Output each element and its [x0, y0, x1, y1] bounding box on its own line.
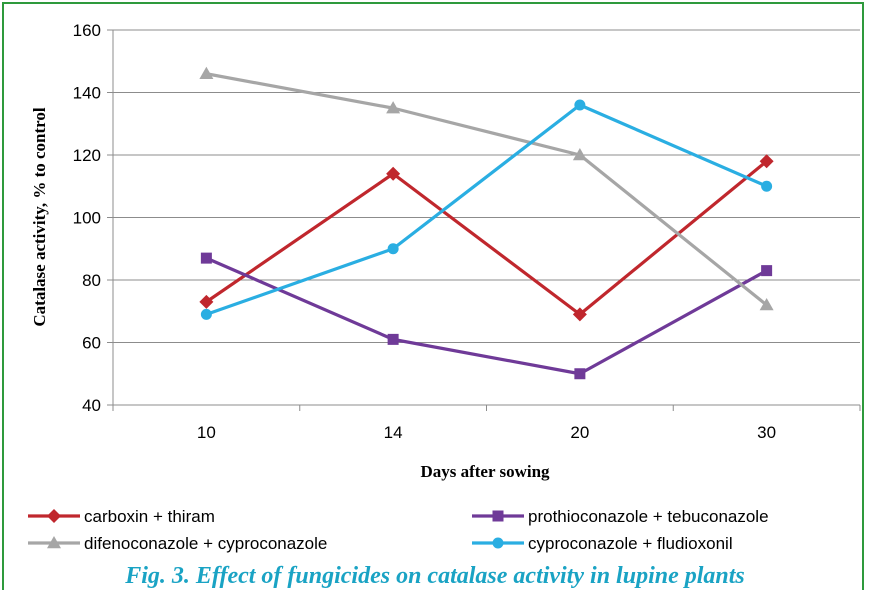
- legend-swatch-marker: [492, 510, 504, 522]
- data-point: [387, 333, 399, 345]
- line-chart: 40 60 80 100 120 140 160 10 14 20 30 Catalase act…: [28, 21, 861, 553]
- series-group: [199, 66, 774, 380]
- data-point: [574, 368, 586, 380]
- data-point: [574, 99, 586, 111]
- data-point: [200, 252, 212, 264]
- y-tick-label: 160: [73, 21, 101, 40]
- legend-label: cyproconazole + fludioxonil: [528, 534, 733, 553]
- y-tick-label: 140: [73, 84, 101, 103]
- x-tick-labels: 10 14 20 30: [197, 423, 776, 442]
- legend-label: difenoconazole + cyproconazole: [84, 534, 327, 553]
- axes: [107, 29, 861, 411]
- data-point: [386, 101, 401, 114]
- legend-swatch-marker: [47, 509, 61, 523]
- legend-item: cyproconazole + fludioxonil: [472, 534, 733, 553]
- data-point: [199, 66, 214, 79]
- series-line: [206, 72, 768, 307]
- series-0: [199, 154, 774, 322]
- legend-item: prothioconazole + tebuconazole: [472, 507, 769, 526]
- legend: carboxin + thiram prothioconazole + tebuc…: [28, 507, 769, 553]
- data-point: [759, 154, 774, 169]
- legend-label: carboxin + thiram: [84, 507, 215, 526]
- series-1: [200, 252, 773, 380]
- figure-caption: Fig. 3. Effect of fungicides on catalase…: [125, 563, 745, 589]
- series-line: [205, 256, 768, 376]
- data-point: [199, 294, 214, 309]
- series-line: [205, 160, 768, 316]
- y-tick-label: 120: [73, 146, 101, 165]
- legend-swatch-marker: [492, 537, 504, 549]
- x-tick-label: 14: [384, 423, 403, 442]
- data-point: [761, 265, 773, 277]
- data-point: [200, 308, 212, 320]
- x-tick-label: 30: [757, 423, 776, 442]
- legend-item: carboxin + thiram: [28, 507, 215, 526]
- y-tick-labels: 40 60 80 100 120 140 160: [73, 21, 101, 415]
- y-tick-label: 100: [73, 209, 101, 228]
- x-axis-title: Days after sowing: [420, 462, 550, 481]
- data-point: [761, 180, 773, 192]
- data-point: [387, 243, 399, 255]
- legend-item: difenoconazole + cyproconazole: [28, 534, 327, 553]
- data-point: [759, 298, 774, 311]
- series-2: [199, 66, 774, 311]
- legend-swatch-marker: [47, 536, 61, 549]
- series-line: [205, 103, 768, 316]
- y-tick-label: 80: [82, 271, 101, 290]
- series-3: [200, 99, 773, 320]
- x-tick-label: 20: [570, 423, 589, 442]
- y-axis-title: Catalase activity, % to control: [30, 107, 49, 327]
- x-tick-label: 10: [197, 423, 216, 442]
- data-point: [386, 166, 401, 181]
- data-point: [572, 307, 587, 322]
- y-tick-label: 40: [82, 396, 101, 415]
- data-point: [572, 148, 587, 161]
- y-tick-label: 60: [82, 334, 101, 353]
- legend-label: prothioconazole + tebuconazole: [528, 507, 769, 526]
